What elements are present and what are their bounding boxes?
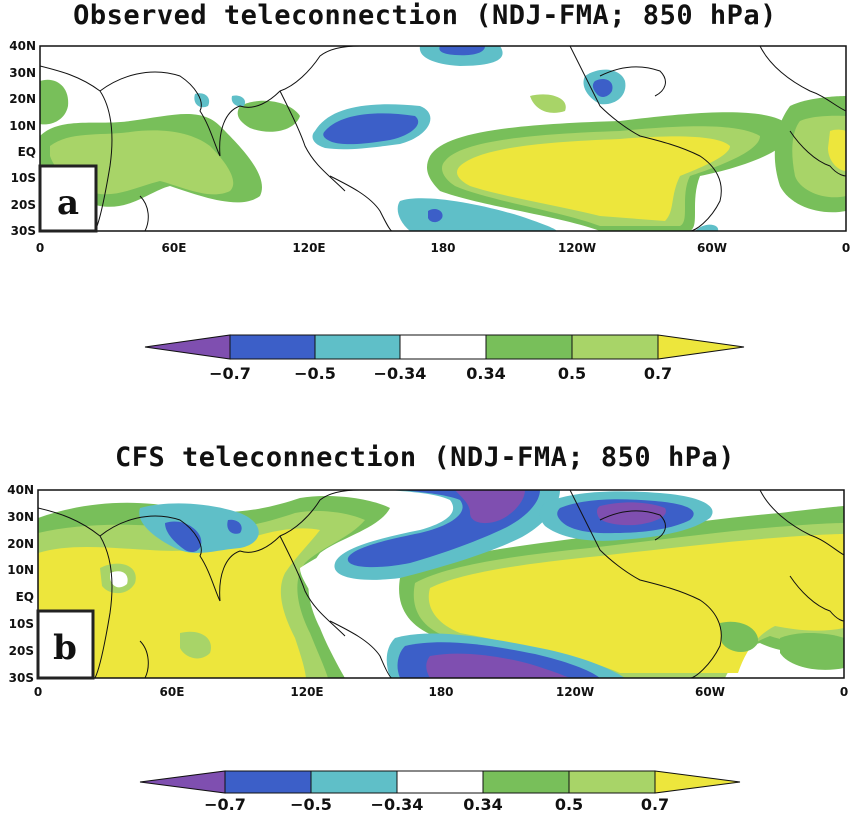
colorbar-swatch-4 — [485, 334, 573, 360]
x-tick-label: 120W — [558, 241, 596, 255]
y-tick-label: 20S — [9, 644, 34, 658]
map-a-frame — [39, 45, 847, 232]
x-tick-label: 120W — [556, 685, 594, 699]
x-tick-label: 60E — [160, 685, 185, 699]
x-tick-label: 60W — [695, 685, 725, 699]
colorbar-a: −0.7 −0.5 −0.34 0.34 0.5 0.7 — [144, 334, 745, 383]
panel-a-label: a — [57, 183, 79, 223]
colorbar-label: −0.34 — [374, 364, 427, 383]
panel-a-title: Observed teleconnection (NDJ-FMA; 850 hP… — [73, 0, 777, 31]
y-tick-label: 30N — [7, 510, 34, 524]
x-tick-label: 120E — [292, 241, 325, 255]
y-tick-label: 40N — [9, 39, 36, 53]
colorbar-label: 0.5 — [555, 795, 583, 813]
colorbar-swatch-2 — [314, 334, 401, 360]
y-tick-label: 40N — [7, 483, 34, 497]
y-tick-label: 10S — [9, 617, 34, 631]
colorbar-swatch-6 — [654, 770, 741, 794]
map-b-frame — [37, 489, 845, 679]
panel-b-label: b — [53, 628, 77, 668]
map-panel-a: a 40N 30N 20N 10N EQ 10S 20S 30S 0 60E 1… — [9, 39, 850, 255]
colorbar-swatch-4 — [482, 770, 570, 794]
x-tick-label: 0 — [842, 241, 850, 255]
colorbar-label: −0.5 — [294, 364, 336, 383]
colorbar-label: 0.7 — [644, 364, 672, 383]
x-tick-label: 60E — [162, 241, 187, 255]
x-tick-label: 180 — [430, 241, 455, 255]
colorbar-label: 0.5 — [558, 364, 586, 383]
y-tick-label: 30N — [9, 66, 36, 80]
x-tick-label: 0 — [34, 685, 42, 699]
y-axis-a: 40N 30N 20N 10N EQ 10S 20S 30S — [9, 39, 36, 238]
x-tick-label: 60W — [697, 241, 727, 255]
y-tick-label: 30S — [9, 671, 34, 685]
colorbar-label: −0.7 — [209, 364, 251, 383]
x-tick-label: 0 — [840, 685, 848, 699]
map-panel-b: b 40N 30N 20N 10N EQ 10S 20S 30S 0 60E 1… — [7, 483, 848, 699]
colorbar-swatch-5 — [571, 334, 659, 360]
panel-b-title: CFS teleconnection (NDJ-FMA; 850 hPa) — [115, 442, 735, 473]
colorbar-swatch-3 — [396, 770, 484, 794]
colorbar-swatch-0 — [144, 334, 231, 360]
y-tick-label: EQ — [18, 145, 36, 159]
colorbar-swatch-1 — [224, 770, 312, 794]
colorbar-label: −0.7 — [204, 795, 246, 813]
x-tick-label: 0 — [36, 241, 44, 255]
y-tick-label: 10S — [11, 171, 36, 185]
colorbar-swatch-0 — [139, 770, 226, 794]
colorbar-swatch-3 — [399, 334, 487, 360]
y-tick-label: 10N — [9, 119, 36, 133]
colorbar-b: −0.7 −0.5 −0.34 0.34 0.5 0.7 — [139, 770, 741, 813]
colorbar-label: 0.7 — [641, 795, 669, 813]
y-tick-label: EQ — [16, 590, 34, 604]
y-tick-label: 10N — [7, 563, 34, 577]
field-a — [40, 46, 846, 231]
field-b — [38, 490, 844, 678]
panel-b-label-box — [36, 609, 95, 680]
colorbar-swatch-5 — [568, 770, 656, 794]
colorbar-swatch-1 — [229, 334, 316, 360]
x-tick-label: 180 — [428, 685, 453, 699]
y-tick-label: 20N — [9, 92, 36, 106]
y-axis-b: 40N 30N 20N 10N EQ 10S 20S 30S — [7, 483, 34, 685]
colorbar-label: −0.34 — [371, 795, 424, 813]
colorbar-label: 0.34 — [463, 795, 502, 813]
colorbar-label: 0.34 — [466, 364, 505, 383]
colorbar-swatch-6 — [657, 334, 745, 360]
x-axis-a: 0 60E 120E 180 120W 60W 0 — [36, 241, 850, 255]
x-tick-label: 120E — [290, 685, 323, 699]
y-tick-label: 30S — [11, 224, 36, 238]
x-axis-b: 0 60E 120E 180 120W 60W 0 — [34, 685, 848, 699]
colorbar-swatch-2 — [310, 770, 398, 794]
y-tick-label: 20S — [11, 198, 36, 212]
y-tick-label: 20N — [7, 537, 34, 551]
colorbar-label: −0.5 — [290, 795, 332, 813]
panel-a-label-box — [38, 164, 98, 233]
